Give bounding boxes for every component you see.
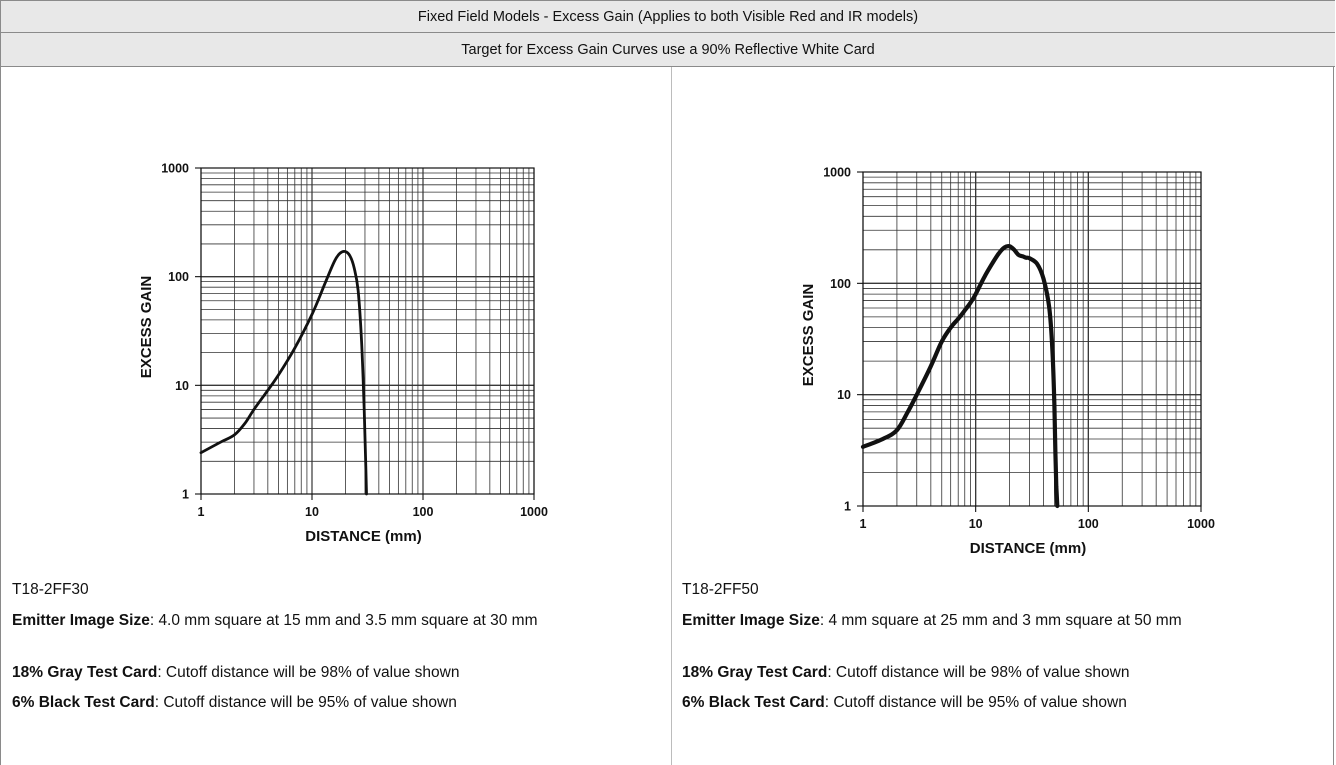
y-tick-label: 1	[844, 500, 851, 514]
y-tick-label: 100	[830, 277, 851, 291]
model-info-text: : Cutoff distance will be 95% of value s…	[824, 694, 1127, 711]
table-title: Fixed Field Models - Excess Gain (Applie…	[1, 0, 1335, 33]
x-tick-label: 1000	[520, 505, 548, 519]
model-info-row: Emitter Image Size: 4 mm square at 25 mm…	[682, 612, 1322, 629]
chart-svg-right: 1 10 100 1000 1 10 100 1000 DISTANCE (mm) EXCESS …	[800, 166, 1215, 558]
model-info-text: : Cutoff distance will be 98% of value s…	[157, 664, 460, 681]
y-axis-label: EXCESS GAIN	[800, 284, 817, 387]
model-info-label: 18% Gray Test Card	[682, 664, 828, 681]
model-name-left: T18-2FF30	[12, 581, 89, 598]
model-info-label: Emitter Image Size	[12, 612, 150, 629]
model-info-row: 18% Gray Test Card: Cutoff distance will…	[682, 664, 1322, 681]
y-tick-label: 10	[837, 388, 851, 402]
x-tick-label: 100	[413, 505, 434, 519]
model-info-label: Emitter Image Size	[682, 612, 820, 629]
model-info-label: 18% Gray Test Card	[12, 664, 158, 681]
model-info-label: 6% Black Test Card	[682, 694, 825, 711]
x-axis-label: DISTANCE (mm)	[970, 540, 1086, 557]
x-tick-label: 1000	[1187, 517, 1215, 531]
y-tick-label: 10	[175, 379, 189, 393]
x-tick-label: 10	[305, 505, 319, 519]
y-axis-label: EXCESS GAIN	[138, 276, 155, 379]
plot-frame	[862, 171, 1202, 507]
excess-gain-chart-left: 1 10 100 1000 1 10 100 1000 DISTANCE (mm) EXCESS …	[1, 140, 671, 546]
y-tick-label: 1	[182, 488, 189, 502]
model-name-right: T18-2FF50	[682, 581, 759, 598]
table-subtitle: Target for Excess Gain Curves use a 90% …	[1, 33, 1335, 67]
x-tick-label: 1	[860, 517, 867, 531]
model-info-text: : 4 mm square at 25 mm and 3 mm square a…	[819, 612, 1182, 629]
model-info-row: 6% Black Test Card: Cutoff distance will…	[682, 694, 1322, 711]
y-tick-label: 1000	[161, 162, 189, 176]
plot-frame	[200, 167, 535, 495]
x-axis-label: DISTANCE (mm)	[305, 528, 421, 545]
model-info-label: 6% Black Test Card	[12, 694, 155, 711]
model-info-text: : Cutoff distance will be 95% of value s…	[154, 694, 457, 711]
model-info-row: 18% Gray Test Card: Cutoff distance will…	[12, 664, 662, 681]
model-info-text: : Cutoff distance will be 98% of value s…	[827, 664, 1130, 681]
excess-gain-curve	[860, 244, 1060, 509]
column-divider	[671, 67, 672, 765]
model-info-row: 6% Black Test Card: Cutoff distance will…	[12, 694, 662, 711]
chart-svg-left: 1 10 100 1000 1 10 100 1000 DISTANCE (mm) EXCESS …	[138, 162, 548, 546]
x-tick-label: 1	[198, 505, 205, 519]
excess-gain-curve	[199, 249, 368, 496]
x-tick-label: 100	[1078, 517, 1099, 531]
y-tick-label: 1000	[823, 166, 851, 180]
x-tick-label: 10	[969, 517, 983, 531]
model-info-text: : 4.0 mm square at 15 mm and 3.5 mm squa…	[149, 612, 538, 629]
y-tick-label: 100	[168, 270, 189, 284]
model-info-row: Emitter Image Size: 4.0 mm square at 15 …	[12, 612, 662, 629]
excess-gain-chart-right: 1 10 100 1000 1 10 100 1000 DISTANCE (mm) EXCESS …	[672, 140, 1335, 558]
